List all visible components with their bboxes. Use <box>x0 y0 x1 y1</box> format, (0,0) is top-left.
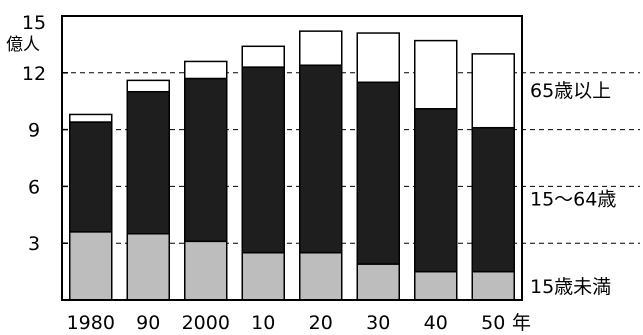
bars <box>69 30 515 301</box>
bar-segment-30-series-0 <box>356 263 400 301</box>
bar-segment-2000-series-0 <box>184 240 228 301</box>
plot-frame <box>61 15 523 301</box>
bar-segment-90-series-0 <box>126 232 170 301</box>
x-tick-label: 40 <box>424 312 448 334</box>
bar-segment-30-series-2 <box>356 32 400 84</box>
bar-segment-10-series-1 <box>241 66 285 254</box>
legend: 15歳未満 15〜64歳 65歳以上 <box>530 80 616 298</box>
bar-segment-20-series-2 <box>299 30 343 66</box>
x-tick-label: 20 <box>309 312 333 334</box>
bar-segment-40-series-1 <box>414 108 458 273</box>
y-tick-label: 6 <box>28 176 40 198</box>
bar-segment-20-series-1 <box>299 64 343 254</box>
bar-segment-1980-series-0 <box>69 231 113 301</box>
y-tick-label: 12 <box>22 63 46 85</box>
legend-label: 15〜64歳 <box>530 189 616 211</box>
bar-segment-40-series-0 <box>414 270 458 301</box>
x-tick-label: 30 <box>366 312 390 334</box>
legend-label: 15歳未満 <box>530 276 611 298</box>
bar-segment-40-series-2 <box>414 39 458 110</box>
y-axis-ticks: 3 6 9 12 15 <box>22 12 68 255</box>
bar-segment-50-series-1 <box>471 126 515 273</box>
bar-segment-90-series-1 <box>126 90 170 235</box>
bar-segment-2000-series-1 <box>184 77 228 243</box>
bar-segment-10-series-2 <box>241 45 285 68</box>
bar-segment-2000-series-2 <box>184 60 228 80</box>
x-tick-label: 10 <box>251 312 275 334</box>
gridlines <box>62 72 640 244</box>
y-axis-unit-label: 億人 <box>6 35 40 55</box>
bar-segment-10-series-0 <box>241 251 285 301</box>
legend-label: 65歳以上 <box>530 80 611 102</box>
bar-segment-20-series-0 <box>299 251 343 301</box>
bar-segment-90-series-2 <box>126 79 170 93</box>
x-tick-label: 1980 <box>67 312 115 334</box>
x-tick-label: 2000 <box>182 312 230 334</box>
bar-segment-30-series-1 <box>356 81 400 265</box>
y-tick-label: 15 <box>22 12 46 34</box>
x-axis-ticks: 1980 90 2000 10 20 30 40 50 <box>67 312 506 334</box>
x-tick-label: 50 <box>481 312 505 334</box>
bar-segment-1980-series-1 <box>69 121 113 233</box>
bar-segment-50-series-2 <box>471 53 515 129</box>
y-tick-label: 9 <box>28 120 40 142</box>
x-tick-label: 90 <box>136 312 160 334</box>
bar-segment-50-series-0 <box>471 270 515 301</box>
y-tick-label: 3 <box>28 233 40 255</box>
x-axis-unit-label: 年 <box>512 312 531 334</box>
bar-segment-1980-series-2 <box>69 113 113 123</box>
